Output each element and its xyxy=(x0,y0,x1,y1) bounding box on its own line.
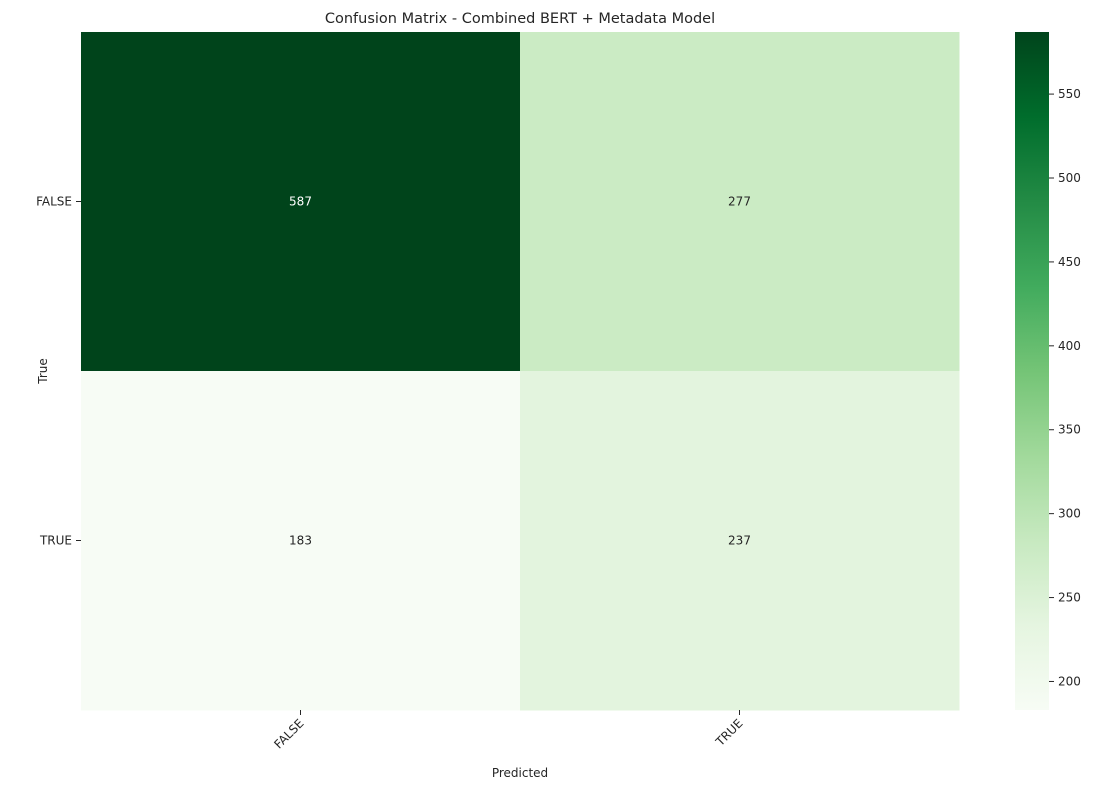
chart-title: Confusion Matrix - Combined BERT + Metad… xyxy=(325,11,715,27)
colorbar-ticks: 200 250 300 350 400 450 500 550 xyxy=(1049,87,1081,688)
heatmap-cell xyxy=(81,32,521,372)
cell-value-label: 237 xyxy=(728,534,751,548)
heatmap-cell xyxy=(81,371,521,711)
colorbar-tick-label: 500 xyxy=(1058,171,1081,185)
x-axis-ticks: FALSE TRUE xyxy=(271,710,746,752)
colorbar xyxy=(1015,32,1049,710)
x-tick-label: TRUE xyxy=(712,716,745,749)
x-tick-label: FALSE xyxy=(271,716,306,751)
y-tick-label: TRUE xyxy=(39,534,72,548)
x-axis-label: Predicted xyxy=(492,766,548,780)
colorbar-tick-label: 250 xyxy=(1058,591,1081,605)
colorbar-tick-label: 200 xyxy=(1058,674,1081,688)
cell-value-label: 277 xyxy=(728,195,751,209)
colorbar-tick-label: 550 xyxy=(1058,87,1081,101)
cell-value-label: 587 xyxy=(289,195,312,209)
heatmap-cell-labels: 587 277 183 237 xyxy=(289,195,751,548)
y-axis-label: True xyxy=(36,358,50,385)
colorbar-tick-label: 300 xyxy=(1058,507,1081,521)
y-axis-ticks: FALSE TRUE xyxy=(36,195,81,548)
colorbar-tick-label: 350 xyxy=(1058,423,1081,437)
heatmap-cells xyxy=(81,32,960,711)
colorbar-tick-label: 450 xyxy=(1058,255,1081,269)
heatmap-cell xyxy=(520,32,960,372)
colorbar-tick-label: 400 xyxy=(1058,339,1081,353)
cell-value-label: 183 xyxy=(289,534,312,548)
y-tick-label: FALSE xyxy=(36,195,72,209)
heatmap-cell xyxy=(520,371,960,711)
